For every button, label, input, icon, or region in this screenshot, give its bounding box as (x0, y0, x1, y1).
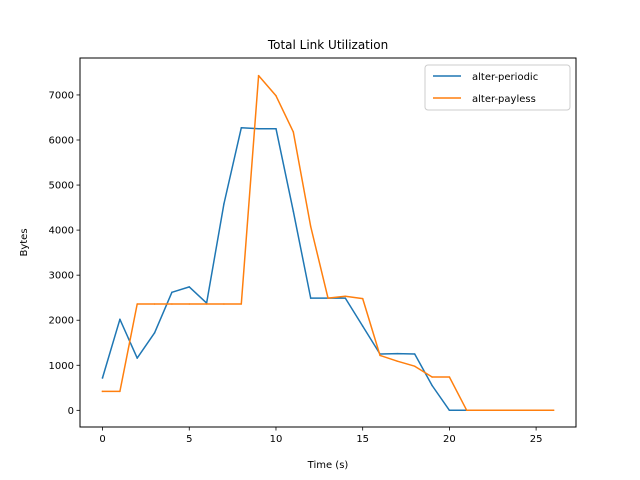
data-point-series-2 (257, 74, 260, 77)
data-point-series-2 (483, 409, 485, 412)
data-point-series-2 (292, 131, 295, 133)
data-point-series-1 (119, 318, 121, 321)
data-point-series-1 (136, 357, 138, 359)
data-point-series-2 (500, 409, 503, 412)
x-tick-label: 5 (186, 434, 192, 445)
data-point-series-2 (448, 376, 451, 378)
axis-ticks: 0 5 10 15 20 25 0 1000 2000 3000 4000 5000 6000 7000 (49, 90, 543, 445)
data-point-series-2 (101, 390, 104, 393)
y-tick-label: 1000 (49, 361, 74, 372)
x-axis-label: Time (s) (307, 460, 349, 471)
data-point-series-1 (101, 377, 104, 379)
data-point-series-2 (379, 354, 381, 357)
plot-area (101, 74, 555, 412)
data-point-series-2 (205, 303, 208, 305)
data-point-series-2 (153, 303, 156, 305)
data-point-series-2 (327, 297, 329, 299)
y-axis-label: Bytes (19, 228, 30, 256)
axes-frame (79, 57, 577, 428)
data-point-series-1 (257, 127, 260, 130)
data-point-series-2 (465, 409, 468, 412)
data-point-series-1 (344, 297, 347, 299)
legend-label-series-1: alter-periodic (472, 72, 538, 83)
data-point-series-1 (448, 409, 451, 412)
y-tick-label: 5000 (49, 181, 74, 192)
y-tick-label: 4000 (49, 226, 74, 237)
data-point-series-2 (361, 297, 364, 300)
data-point-series-2 (171, 303, 173, 305)
data-point-series-2 (136, 303, 138, 305)
data-point-series-2 (309, 225, 312, 228)
data-point-series-2 (552, 409, 555, 412)
data-point-series-1 (153, 332, 156, 334)
legend-box (424, 64, 571, 111)
y-tick-label: 3000 (49, 271, 74, 282)
data-point-series-2 (119, 390, 121, 393)
data-point-series-1 (309, 297, 312, 299)
data-point-series-1 (292, 210, 295, 212)
data-point-series-1 (361, 325, 364, 327)
y-tick-label: 6000 (49, 136, 74, 147)
x-tick-label: 0 (99, 434, 105, 445)
data-point-series-1 (275, 127, 277, 130)
data-point-series-2 (275, 95, 277, 97)
y-tick-label: 2000 (49, 316, 74, 327)
data-point-series-2 (413, 365, 416, 367)
x-tick-label: 10 (270, 434, 283, 445)
data-point-series-1 (431, 384, 433, 387)
data-point-series-2 (431, 376, 433, 378)
data-point-series-2 (535, 409, 537, 412)
legend-label-series-2: alter-payless (472, 94, 536, 105)
data-point-series-1 (223, 203, 225, 205)
series-line-1 (101, 127, 537, 412)
x-tick-label: 15 (356, 434, 369, 445)
data-point-series-2 (396, 360, 399, 362)
data-point-series-2 (518, 409, 520, 412)
data-point-series-1 (240, 127, 243, 129)
chart-title: Total Link Utilization (267, 38, 388, 52)
legend: alter-periodic alter-payless (424, 64, 571, 111)
x-tick-label: 25 (530, 434, 543, 445)
data-point-series-1 (396, 352, 399, 355)
y-tick-label: 0 (68, 406, 74, 417)
data-point-series-2 (223, 303, 225, 305)
data-point-series-1 (413, 353, 416, 355)
y-tick-label: 7000 (49, 90, 74, 101)
x-tick-label: 20 (443, 434, 456, 445)
data-point-series-2 (188, 303, 191, 305)
data-point-series-2 (240, 303, 243, 305)
data-point-series-1 (171, 291, 173, 294)
data-point-series-2 (344, 295, 347, 298)
data-point-series-1 (188, 286, 191, 288)
